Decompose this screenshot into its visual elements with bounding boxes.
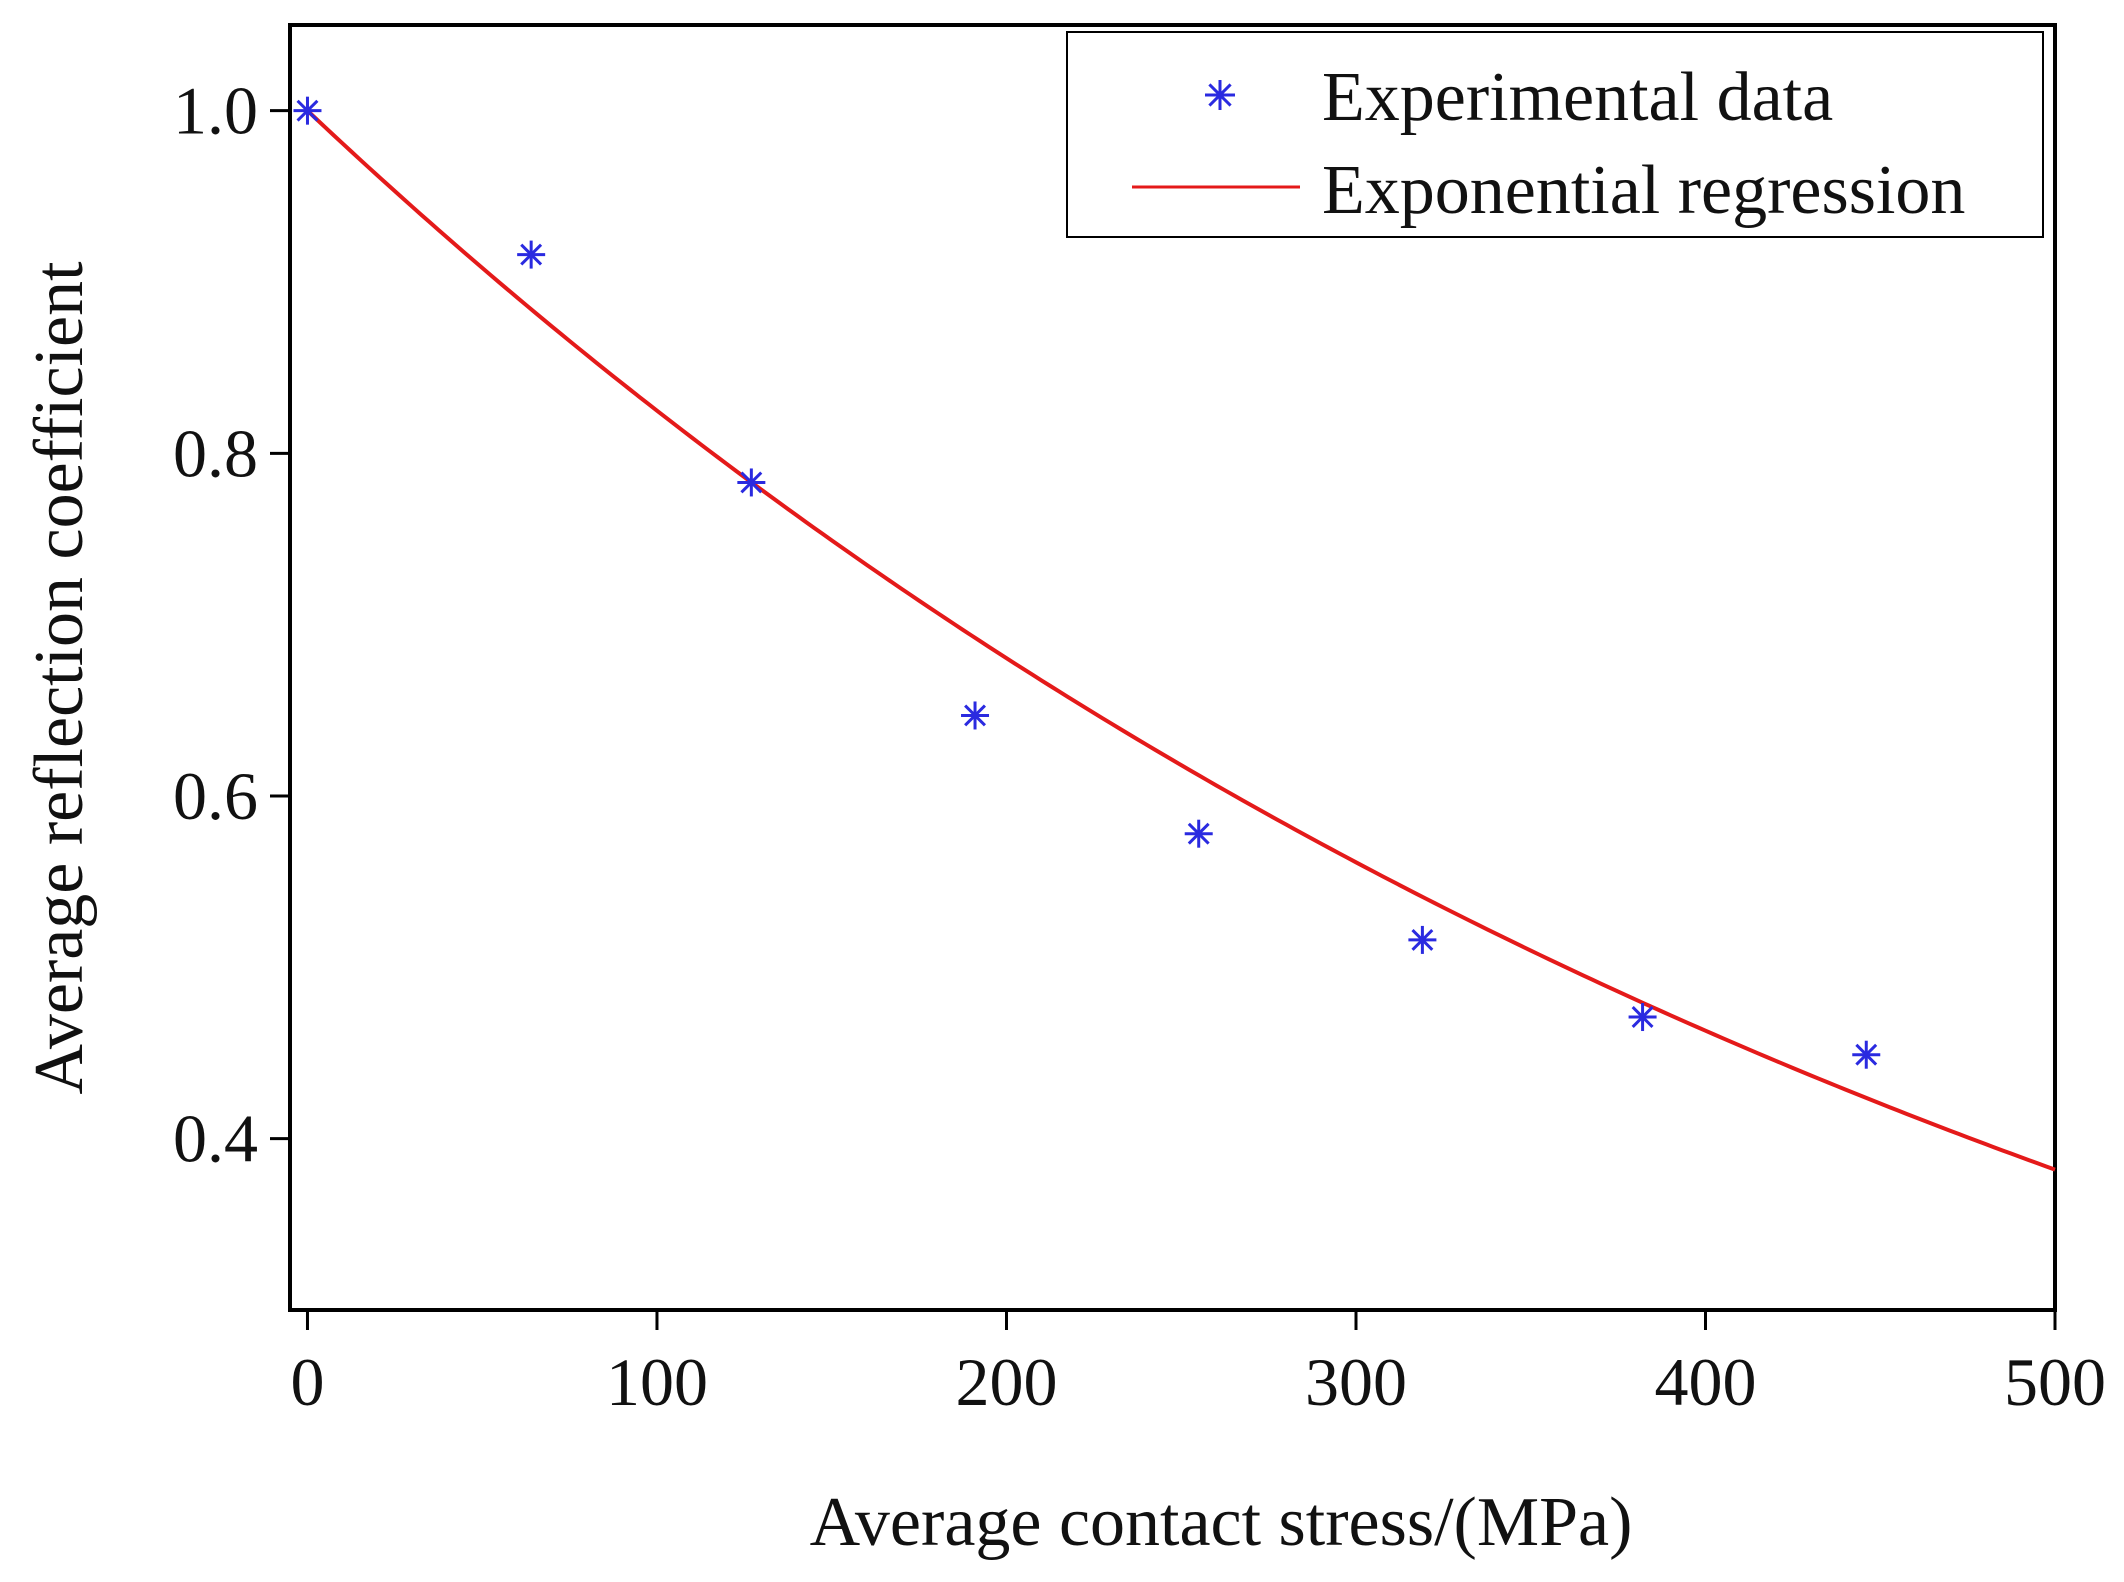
data-point — [517, 240, 546, 269]
x-tick-label: 500 — [2004, 1344, 2106, 1420]
y-tick-label: 0.8 — [173, 415, 258, 491]
y-tick-label: 1.0 — [173, 73, 258, 149]
data-point — [1852, 1040, 1881, 1069]
plot-frame — [288, 23, 2057, 1312]
y-tick-label: 0.6 — [173, 758, 258, 834]
x-tick-label: 400 — [1654, 1344, 1756, 1420]
data-point — [961, 701, 990, 730]
series-layer — [293, 96, 2056, 1172]
x-tick-label: 0 — [290, 1344, 324, 1420]
legend: Experimental data Exponential regression — [1066, 31, 2044, 238]
x-axis-label: Average contact stress/(MPa) — [810, 1484, 1633, 1561]
data-point — [737, 468, 766, 497]
data-point — [1408, 925, 1437, 954]
x-tick-label: 100 — [606, 1344, 708, 1420]
x-tick-label: 200 — [955, 1344, 1057, 1420]
data-point — [1184, 819, 1213, 848]
regression-line — [306, 109, 2056, 1172]
x-axis-ticks: 0 100 200 300 400 500 — [290, 1310, 2106, 1420]
y-axis-ticks: 0.4 0.6 0.8 1.0 — [173, 73, 290, 1177]
y-axis-label: Average reflection coefficient — [21, 261, 98, 1095]
data-point — [1628, 1003, 1657, 1032]
y-tick-label: 0.4 — [173, 1101, 258, 1177]
legend-label-regression: Exponential regression — [1322, 152, 1965, 229]
legend-asterisk — [1205, 80, 1235, 110]
legend-asterisk-marker — [1205, 80, 1235, 110]
legend-box — [1066, 31, 2044, 238]
x-tick-label: 300 — [1305, 1344, 1407, 1420]
legend-label-experimental: Experimental data — [1322, 59, 1833, 136]
data-point — [293, 96, 322, 125]
